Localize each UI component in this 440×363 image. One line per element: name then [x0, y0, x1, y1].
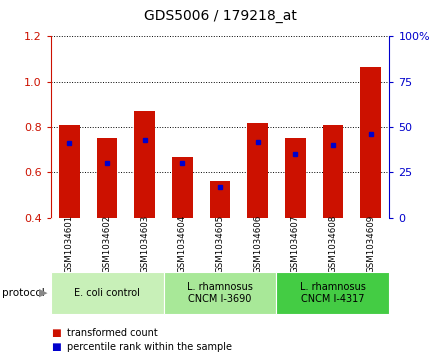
Text: protocol: protocol: [2, 288, 45, 298]
Text: GSM1034604: GSM1034604: [178, 215, 187, 273]
Text: GSM1034609: GSM1034609: [366, 215, 375, 273]
Bar: [97, 138, 117, 218]
Text: GSM1034605: GSM1034605: [216, 215, 224, 273]
Bar: [360, 67, 381, 218]
Text: L. rhamnosus
CNCM I-3690: L. rhamnosus CNCM I-3690: [187, 282, 253, 304]
FancyBboxPatch shape: [164, 272, 276, 314]
Bar: [323, 125, 343, 218]
Text: ▶: ▶: [39, 288, 47, 298]
Text: GSM1034608: GSM1034608: [328, 215, 337, 273]
Text: GSM1034602: GSM1034602: [103, 215, 112, 273]
Bar: [285, 138, 306, 218]
FancyBboxPatch shape: [276, 272, 389, 314]
FancyBboxPatch shape: [51, 272, 164, 314]
Text: GSM1034606: GSM1034606: [253, 215, 262, 273]
Text: GSM1034601: GSM1034601: [65, 215, 74, 273]
Text: GDS5006 / 179218_at: GDS5006 / 179218_at: [143, 9, 297, 23]
Text: percentile rank within the sample: percentile rank within the sample: [67, 342, 232, 352]
Text: ■: ■: [51, 342, 60, 352]
Text: E. coli control: E. coli control: [74, 288, 140, 298]
Bar: [59, 125, 80, 218]
Text: ■: ■: [51, 328, 60, 338]
Text: transformed count: transformed count: [67, 328, 158, 338]
Text: GSM1034607: GSM1034607: [291, 215, 300, 273]
Bar: [172, 156, 193, 218]
Bar: [209, 182, 231, 218]
Bar: [134, 111, 155, 218]
Text: L. rhamnosus
CNCM I-4317: L. rhamnosus CNCM I-4317: [300, 282, 366, 304]
Text: GSM1034603: GSM1034603: [140, 215, 149, 273]
Bar: [247, 122, 268, 218]
